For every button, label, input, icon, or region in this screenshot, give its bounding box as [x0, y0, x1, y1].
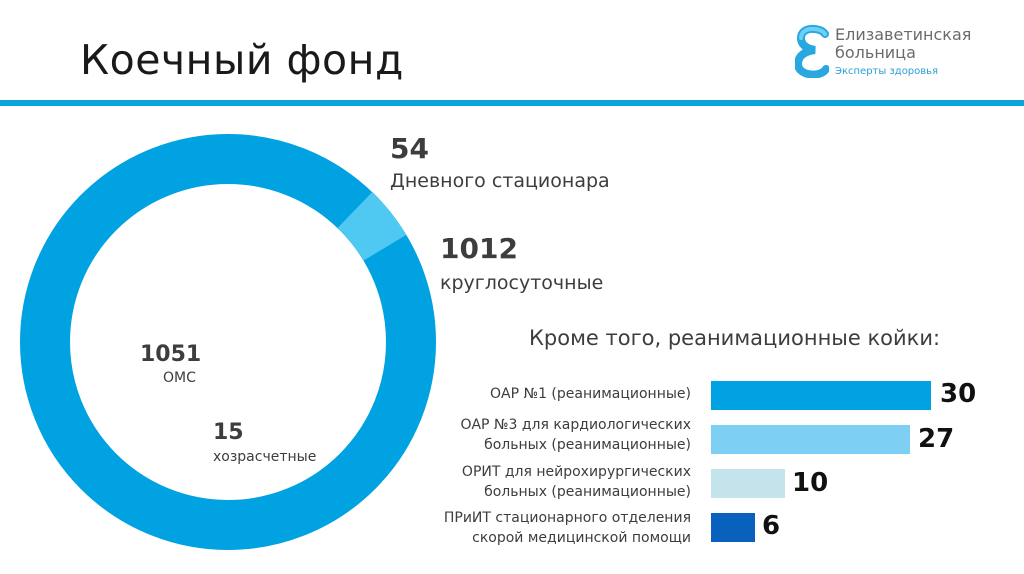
day-hospital-label: Дневного стационара — [390, 170, 610, 192]
bar-label-priit: ПРиИТ стационарного отделения скорой мед… — [443, 510, 691, 546]
donut-segment-day-hospital-arc — [337, 191, 407, 261]
donut-segment-round-the-clock — [20, 134, 436, 550]
bar-value-orit: 10 — [792, 468, 829, 498]
bar-oar3 — [711, 425, 910, 454]
logo-tagline: Эксперты здоровья — [835, 66, 939, 77]
logo-name: Елизаветинская больница — [835, 25, 972, 62]
day-hospital-value: 54 — [390, 132, 429, 165]
header-divider — [0, 100, 1024, 106]
icu-beds-heading: Кроме того, реанимационные койки: — [529, 326, 941, 350]
bar-value-oar1: 30 — [940, 379, 977, 409]
page-title: Коечный фонд — [80, 36, 404, 84]
bar-value-oar3: 27 — [918, 424, 955, 454]
bar-label-orit: ОРИТ для нейрохирургических больных (реа… — [461, 464, 691, 500]
bar-oar1 — [711, 381, 931, 410]
bar-label-oar3: ОАР №3 для кардиологических больных (реа… — [460, 417, 691, 453]
bar-orit — [711, 469, 785, 498]
bar-label-oar1: ОАР №1 (реанимационные) — [490, 386, 691, 402]
paid-value: 15 — [213, 420, 244, 445]
bar-priit — [711, 513, 755, 542]
bar-value-priit: 6 — [762, 511, 781, 541]
oms-value: 1051 — [140, 342, 202, 367]
hospital-logo: Елизаветинская больница Эксперты здоровь… — [795, 22, 995, 82]
round-the-clock-label: круглосуточные — [440, 272, 604, 294]
beds-donut-chart — [20, 134, 436, 550]
paid-label: хозрасчетные — [213, 449, 317, 465]
hospital-logo-e-icon — [795, 24, 829, 78]
round-the-clock-value: 1012 — [440, 232, 518, 265]
oms-label: ОМС — [163, 370, 196, 386]
